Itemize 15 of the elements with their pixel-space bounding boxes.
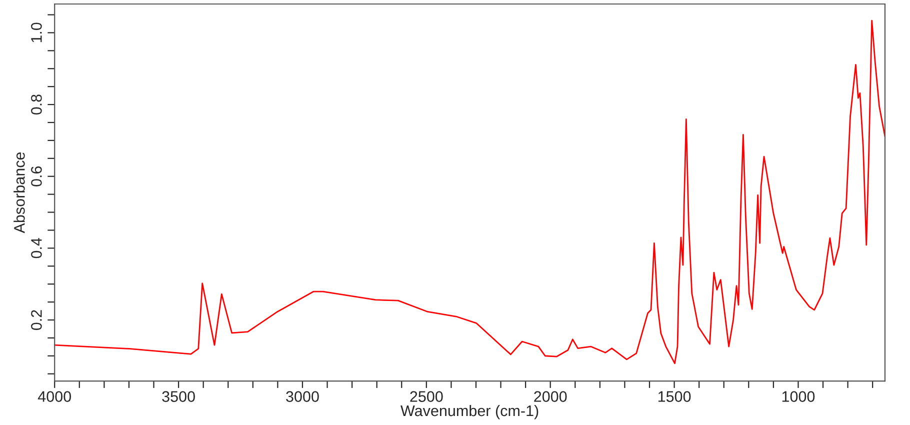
y-tick-label: 0.4 [31,238,42,258]
line-series [54,20,885,364]
x-tick-label: 1000 [782,391,815,402]
y-axis-title: Absorbance [14,152,25,234]
x-tick-label: 1500 [658,391,691,402]
y-tick-label: 1.0 [31,22,42,42]
y-tick-label: 0.8 [31,94,42,115]
x-tick-label: 4000 [38,391,71,402]
x-tick-label: 2000 [534,391,567,402]
x-tick-label: 3000 [286,391,319,402]
y-tick-label: 0.6 [31,166,42,186]
x-tick-label: 2500 [410,391,443,402]
x-axis-title: Wavenumber (cm-1) [400,404,538,420]
y-tick-label: 0.2 [31,310,42,330]
x-tick-label: 3500 [162,391,195,402]
